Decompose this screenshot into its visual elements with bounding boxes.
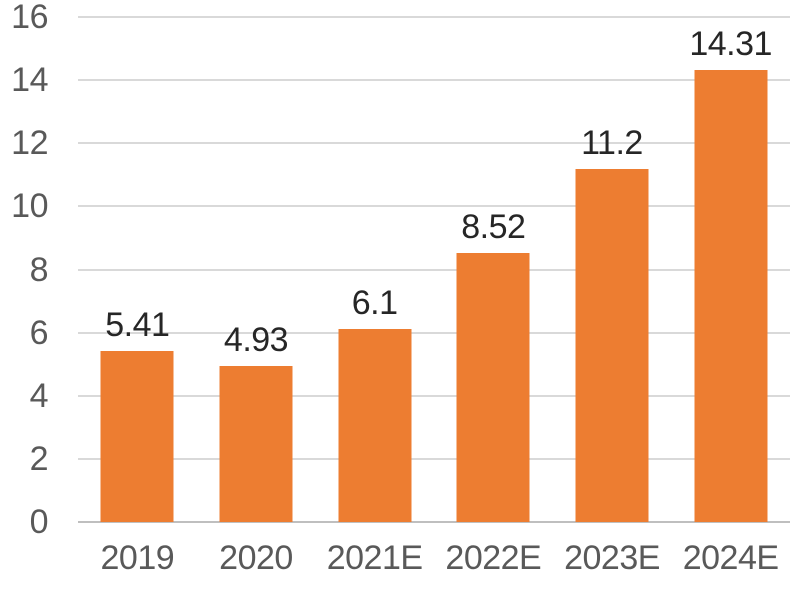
y-axis: 0 2 4 6 8 10 12 14 16: [0, 0, 49, 540]
bar: [219, 366, 293, 522]
bar: [575, 168, 649, 522]
plot-area: 5.41 4.93 6.1 8.52 11.2 14.31: [78, 16, 790, 523]
y-tick-label: 0: [29, 503, 49, 541]
gridline: [78, 268, 790, 271]
x-tick-label: 2023E: [564, 539, 660, 577]
y-tick-label: 14: [11, 61, 48, 100]
y-tick-label: 12: [11, 124, 48, 163]
x-tick-label: 2022E: [445, 539, 542, 577]
x-tick-label: 2021E: [326, 539, 423, 577]
bar-value-label: 8.52: [461, 208, 526, 247]
y-tick-label: 8: [29, 250, 49, 289]
gridline: [78, 79, 790, 82]
x-axis: 2019 2020 2021E 2022E 2023E 2024E: [78, 532, 790, 588]
gridline: [78, 457, 790, 460]
gridline: [78, 394, 790, 397]
x-tick-label: 2019: [100, 539, 175, 577]
x-tick-label: 2020: [219, 539, 293, 577]
bar: [100, 351, 174, 522]
bar: [338, 329, 412, 522]
y-tick-label: 6: [29, 313, 49, 352]
bar-value-label: 6.1: [351, 284, 398, 323]
x-axis-line: [78, 521, 790, 523]
bar-value-label: 11.2: [581, 123, 643, 162]
y-tick-label: 4: [29, 376, 49, 415]
gridline: [78, 331, 790, 334]
bar: [694, 70, 768, 522]
y-tick-label: 2: [29, 439, 49, 478]
bar-value-label: 4.93: [223, 321, 289, 360]
bar-value-label: 14.31: [689, 25, 772, 64]
y-tick-label: 10: [11, 187, 48, 226]
bar-value-label: 5.41: [105, 306, 170, 345]
x-tick-label: 2024E: [682, 539, 779, 577]
gridline: [78, 142, 790, 145]
gridline: [78, 205, 790, 208]
y-tick-label: 16: [11, 0, 48, 36]
bar: [456, 253, 530, 522]
gridline: [78, 16, 790, 18]
